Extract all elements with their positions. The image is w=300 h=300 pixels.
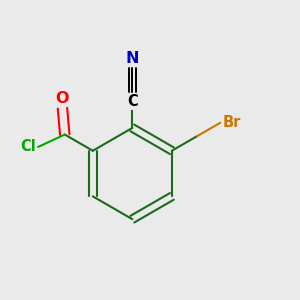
Text: Cl: Cl — [20, 140, 36, 154]
Text: O: O — [56, 91, 69, 106]
Text: Br: Br — [223, 115, 241, 130]
Text: C: C — [127, 94, 138, 109]
Text: N: N — [126, 51, 139, 66]
